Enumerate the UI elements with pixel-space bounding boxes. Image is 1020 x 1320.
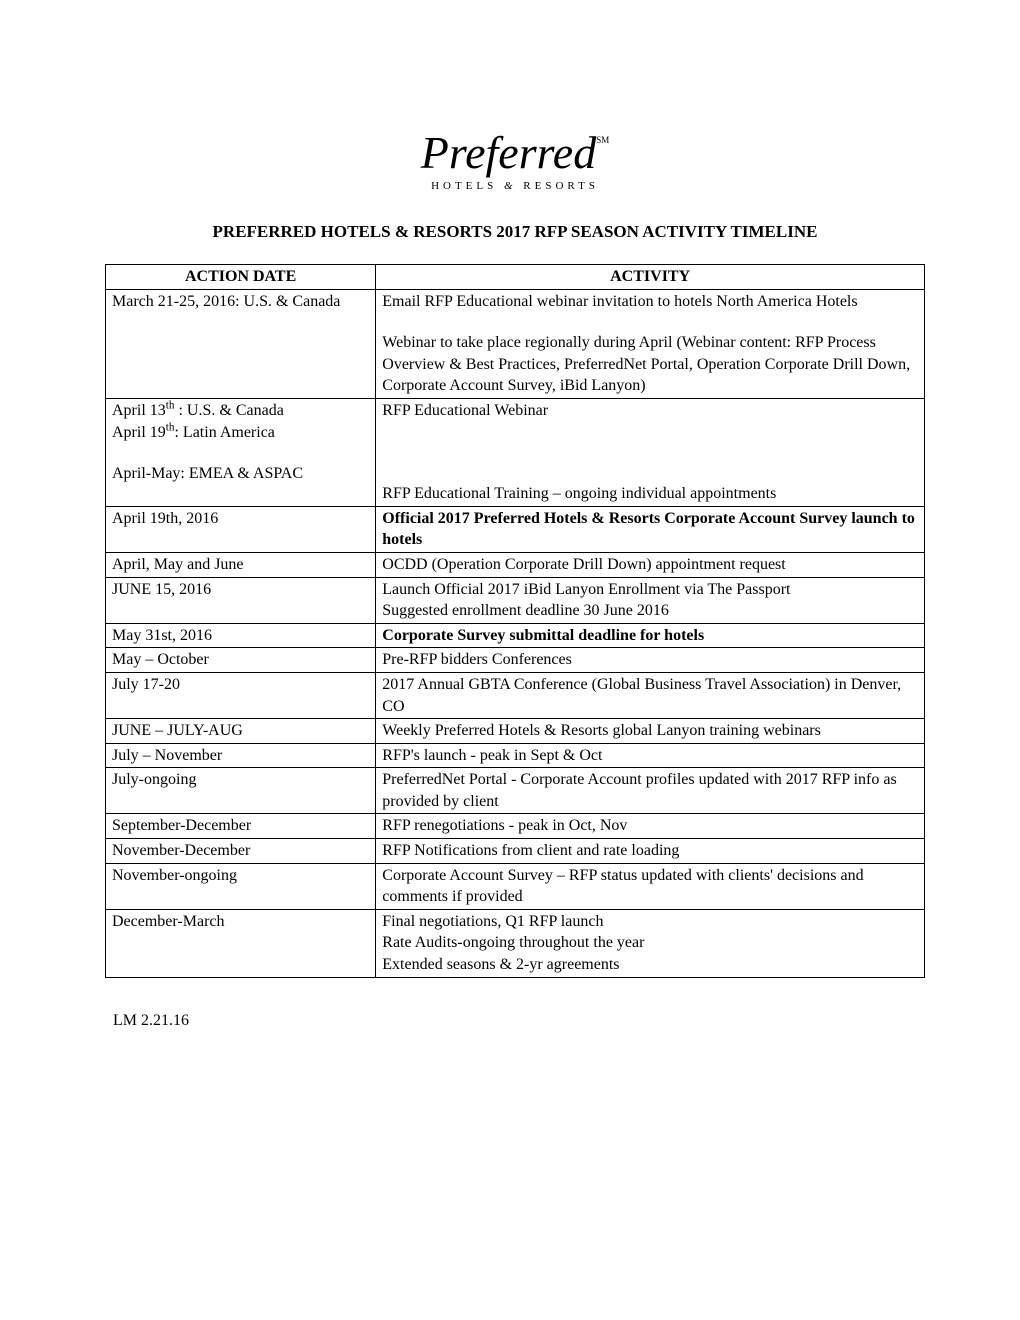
table-row: November-ongoingCorporate Account Survey… xyxy=(106,863,925,909)
cell-action-date: July 17-20 xyxy=(106,672,376,718)
table-row: July 17-202017 Annual GBTA Conference (G… xyxy=(106,672,925,718)
header-action-date: ACTION DATE xyxy=(106,265,376,290)
timeline-table: ACTION DATE ACTIVITY March 21-25, 2016: … xyxy=(105,264,925,978)
logo-script: PreferredSM xyxy=(421,130,609,176)
cell-activity: Corporate Account Survey – RFP status up… xyxy=(376,863,925,909)
cell-action-date: JUNE – JULY-AUG xyxy=(106,719,376,744)
cell-activity: Launch Official 2017 iBid Lanyon Enrollm… xyxy=(376,577,925,623)
table-row: JUNE – JULY-AUGWeekly Preferred Hotels &… xyxy=(106,719,925,744)
logo-sub-after: RESORTS xyxy=(517,180,599,192)
cell-activity: RFP's launch - peak in Sept & Oct xyxy=(376,743,925,768)
table-row: JUNE 15, 2016Launch Official 2017 iBid L… xyxy=(106,577,925,623)
logo-sub-amp: & xyxy=(504,180,517,192)
table-row: May 31st, 2016Corporate Survey submittal… xyxy=(106,623,925,648)
table-row: April, May and JuneOCDD (Operation Corpo… xyxy=(106,552,925,577)
cell-action-date: May 31st, 2016 xyxy=(106,623,376,648)
table-row: March 21-25, 2016: U.S. & CanadaEmail RF… xyxy=(106,289,925,398)
table-header-row: ACTION DATE ACTIVITY xyxy=(106,265,925,290)
cell-action-date: December-March xyxy=(106,909,376,977)
cell-activity: RFP Notifications from client and rate l… xyxy=(376,839,925,864)
cell-activity: Final negotiations, Q1 RFP launchRate Au… xyxy=(376,909,925,977)
cell-action-date: JUNE 15, 2016 xyxy=(106,577,376,623)
logo-subtitle: HOTELS & RESORTS xyxy=(105,180,925,192)
table-row: May – OctoberPre-RFP bidders Conferences xyxy=(106,648,925,673)
table-row: April 13th : U.S. & CanadaApril 19th: La… xyxy=(106,398,925,506)
table-row: November-DecemberRFP Notifications from … xyxy=(106,839,925,864)
logo-text: Preferred xyxy=(421,127,596,178)
table-body: March 21-25, 2016: U.S. & CanadaEmail RF… xyxy=(106,289,925,977)
cell-action-date: September-December xyxy=(106,814,376,839)
page: PreferredSM HOTELS & RESORTS PREFERRED H… xyxy=(0,0,1020,1090)
footer-code: LM 2.21.16 xyxy=(105,1012,925,1030)
table-row: December-MarchFinal negotiations, Q1 RFP… xyxy=(106,909,925,977)
cell-activity: RFP renegotiations - peak in Oct, Nov xyxy=(376,814,925,839)
page-title: PREFERRED HOTELS & RESORTS 2017 RFP SEAS… xyxy=(105,222,925,242)
logo: PreferredSM HOTELS & RESORTS xyxy=(105,130,925,192)
table-row: September-DecemberRFP renegotiations - p… xyxy=(106,814,925,839)
cell-activity: Email RFP Educational webinar invitation… xyxy=(376,289,925,398)
cell-activity: Pre-RFP bidders Conferences xyxy=(376,648,925,673)
cell-action-date: July-ongoing xyxy=(106,768,376,814)
cell-activity: PreferredNet Portal - Corporate Account … xyxy=(376,768,925,814)
cell-action-date: April, May and June xyxy=(106,552,376,577)
cell-action-date: March 21-25, 2016: U.S. & Canada xyxy=(106,289,376,398)
logo-sm: SM xyxy=(596,135,609,145)
cell-action-date: July – November xyxy=(106,743,376,768)
cell-activity: Official 2017 Preferred Hotels & Resorts… xyxy=(376,506,925,552)
cell-action-date: April 13th : U.S. & CanadaApril 19th: La… xyxy=(106,398,376,506)
cell-action-date: April 19th, 2016 xyxy=(106,506,376,552)
cell-action-date: May – October xyxy=(106,648,376,673)
cell-action-date: November-December xyxy=(106,839,376,864)
header-activity: ACTIVITY xyxy=(376,265,925,290)
table-row: April 19th, 2016Official 2017 Preferred … xyxy=(106,506,925,552)
table-row: July-ongoingPreferredNet Portal - Corpor… xyxy=(106,768,925,814)
table-row: July – NovemberRFP's launch - peak in Se… xyxy=(106,743,925,768)
cell-activity: RFP Educational Webinar RFP Educational … xyxy=(376,398,925,506)
cell-activity: OCDD (Operation Corporate Drill Down) ap… xyxy=(376,552,925,577)
cell-activity: Corporate Survey submittal deadline for … xyxy=(376,623,925,648)
cell-activity: 2017 Annual GBTA Conference (Global Busi… xyxy=(376,672,925,718)
cell-activity: Weekly Preferred Hotels & Resorts global… xyxy=(376,719,925,744)
cell-action-date: November-ongoing xyxy=(106,863,376,909)
logo-sub-before: HOTELS xyxy=(431,180,504,192)
